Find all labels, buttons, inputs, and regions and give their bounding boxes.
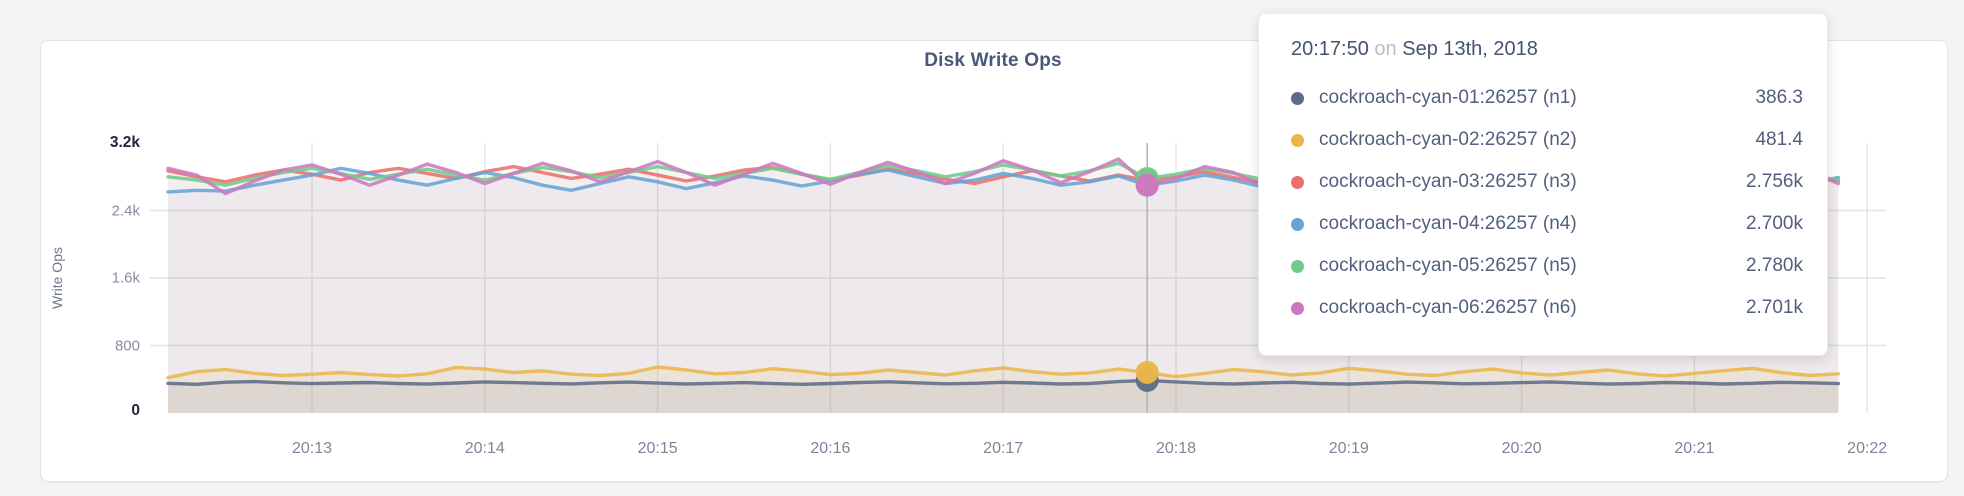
- series-label: cockroach-cyan-01:26257 (n1): [1319, 87, 1577, 108]
- tooltip-time: 20:17:50: [1291, 38, 1369, 60]
- series-color-dot: [1291, 175, 1304, 189]
- series-area: [168, 367, 1839, 413]
- x-tick-label: 20:18: [1155, 440, 1197, 457]
- series-line: [166, 365, 1841, 380]
- tooltip-row: cockroach-cyan-05:26257 (n5) 2.780k: [1291, 245, 1803, 287]
- x-tick-label: 20:16: [810, 440, 851, 457]
- series-value: 386.3: [1755, 87, 1803, 108]
- series-color-dot: [1291, 91, 1304, 105]
- series-value: 2.780k: [1745, 255, 1803, 276]
- y-tick-label: 2.4k: [111, 202, 140, 219]
- x-tick-label: 20:13: [291, 440, 333, 457]
- tooltip-row: cockroach-cyan-02:26257 (n2) 481.4: [1291, 119, 1803, 161]
- chart-title: Disk Write Ops: [924, 50, 1062, 71]
- hover-point: [1135, 360, 1159, 384]
- x-tick-label: 20:15: [637, 440, 678, 457]
- series-label: cockroach-cyan-03:26257 (n3): [1319, 171, 1577, 192]
- tooltip-row: cockroach-cyan-01:26257 (n1) 386.3: [1291, 77, 1803, 119]
- y-tick-label: 0: [131, 402, 140, 419]
- series-color-dot: [1291, 301, 1304, 315]
- x-tick-label: 20:19: [1328, 440, 1369, 457]
- series-line: [166, 378, 1841, 386]
- tooltip-header: 20:17:50 on Sep 13th, 2018: [1291, 38, 1803, 61]
- series-label: cockroach-cyan-02:26257 (n2): [1319, 129, 1577, 150]
- series-value: 2.756k: [1745, 171, 1803, 192]
- series-label: cockroach-cyan-04:26257 (n4): [1319, 213, 1577, 234]
- series-label: cockroach-cyan-06:26257 (n6): [1319, 297, 1577, 318]
- series-color-dot: [1291, 217, 1304, 231]
- x-tick-label: 20:17: [983, 440, 1024, 457]
- hover-dots: [1135, 166, 1159, 392]
- hover-point: [1135, 173, 1159, 197]
- series-color-dot: [1291, 133, 1304, 147]
- y-tick-label: 800: [114, 337, 140, 354]
- y-tick-label: 3.2k: [109, 134, 140, 151]
- series-value: 481.4: [1755, 129, 1803, 150]
- tooltip-row: cockroach-cyan-04:26257 (n4) 2.700k: [1291, 203, 1803, 245]
- y-tick-label: 1.6k: [111, 269, 140, 287]
- series-value: 2.701k: [1745, 297, 1803, 318]
- hover-tooltip: 20:17:50 on Sep 13th, 2018 cockroach-cya…: [1258, 13, 1828, 356]
- tooltip-row: cockroach-cyan-06:26257 (n6) 2.701k: [1291, 287, 1803, 329]
- series-label: cockroach-cyan-05:26257 (n5): [1319, 255, 1577, 276]
- x-tick-label: 20:21: [1674, 440, 1715, 457]
- tooltip-row: cockroach-cyan-03:26257 (n3) 2.756k: [1291, 161, 1803, 203]
- tooltip-date: Sep 13th, 2018: [1402, 38, 1538, 60]
- x-tick-label: 20:14: [464, 440, 505, 457]
- series-color-dot: [1291, 259, 1304, 273]
- x-tick-label: 20:20: [1501, 440, 1542, 457]
- series-value: 2.700k: [1745, 213, 1803, 234]
- series-area: [168, 380, 1839, 413]
- tooltip-conjunction: on: [1374, 38, 1397, 60]
- x-tick-label: 20:22: [1847, 440, 1888, 457]
